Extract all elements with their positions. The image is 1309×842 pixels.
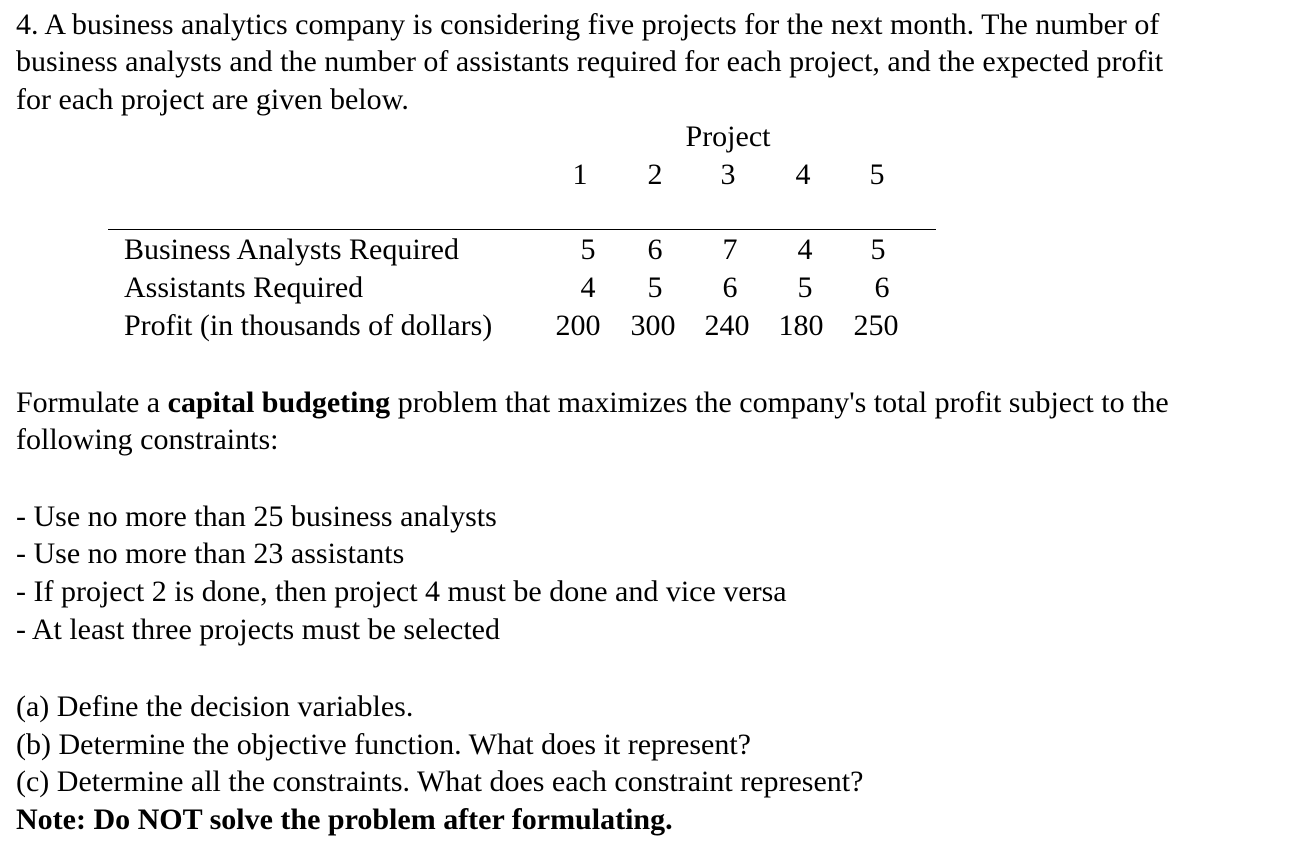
constraint-item: - Use no more than 23 assistants: [16, 537, 405, 570]
table-cell: 6: [874, 271, 890, 304]
column-header: 3: [720, 158, 736, 191]
formulate-line: following constraints:: [16, 423, 279, 456]
constraint-item: - If project 2 is done, then project 4 m…: [16, 575, 787, 608]
column-header: 4: [795, 158, 811, 191]
question-item: (a) Define the decision variables.: [16, 690, 414, 723]
formulate-line: Formulate a capital budgeting problem th…: [16, 384, 1169, 422]
column-header: 1: [572, 158, 588, 191]
row-label: Profit (in thousands of dollars): [124, 309, 493, 342]
table-cell: 200: [555, 309, 601, 342]
column-header: 2: [647, 158, 663, 191]
question-item: (b) Determine the objective function. Wh…: [16, 728, 751, 761]
table-cell: 7: [722, 233, 738, 266]
table-cell: 5: [797, 271, 813, 304]
table-cell: 4: [580, 271, 596, 304]
table-cell: 180: [778, 309, 824, 342]
table-cell: 5: [580, 233, 596, 266]
row-label: Assistants Required: [124, 271, 364, 304]
table-cell: 5: [647, 271, 663, 304]
table-cell: 5: [870, 233, 886, 266]
formulate-text: Formulate a: [16, 386, 168, 419]
table-cell: 240: [704, 309, 750, 342]
formulate-bold: capital budgeting: [167, 386, 391, 419]
row-label: Business Analysts Required: [124, 233, 459, 266]
table-cell: 6: [647, 233, 663, 266]
table-cell: 300: [630, 309, 676, 342]
table-header: Project: [685, 120, 771, 153]
intro-line: 4. A business analytics company is consi…: [16, 8, 1160, 41]
note: Note: Do NOT solve the problem after for…: [16, 803, 673, 836]
column-header: 5: [869, 158, 885, 191]
table-cell: 6: [722, 271, 738, 304]
table-cell: 250: [853, 309, 899, 342]
intro-line: business analysts and the number of assi…: [16, 45, 1164, 78]
constraint-item: - At least three projects must be select…: [16, 613, 500, 646]
table-cell: 4: [797, 233, 813, 266]
constraint-item: - Use no more than 25 business analysts: [16, 500, 497, 533]
formulate-text: problem that maximizes the company's tot…: [390, 386, 1169, 419]
question-item: (c) Determine all the constraints. What …: [16, 765, 864, 798]
intro-line: for each project are given below.: [16, 83, 409, 116]
table-divider: [108, 229, 936, 230]
